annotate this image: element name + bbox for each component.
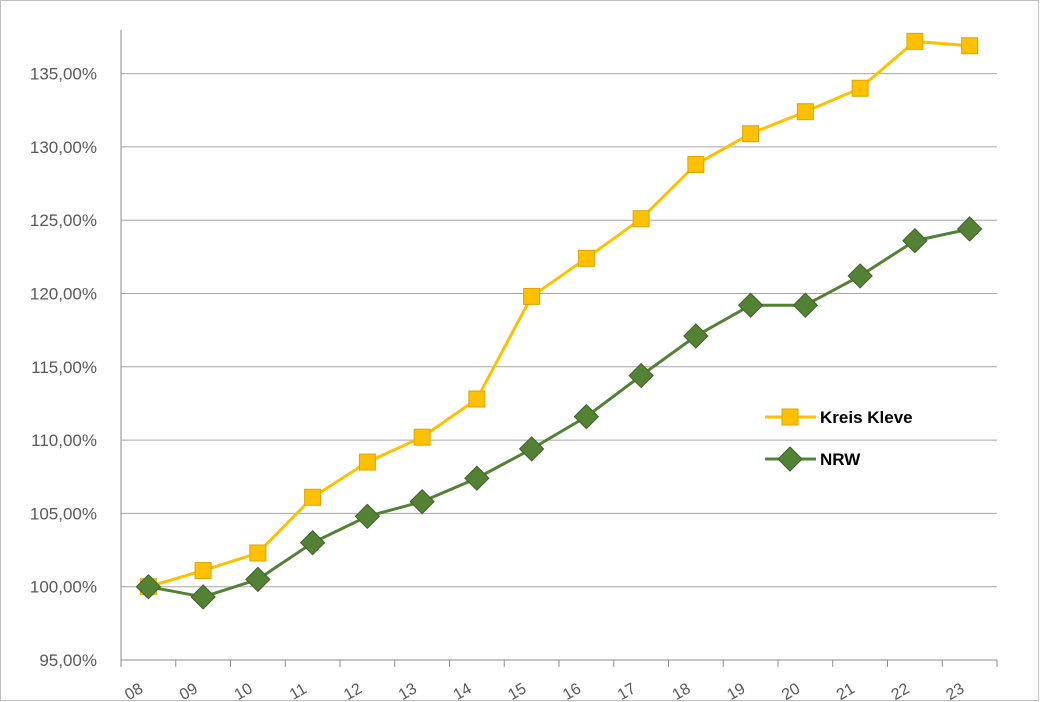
x-tick-label: 23 <box>943 680 967 702</box>
data-point <box>190 584 216 610</box>
series-nrw <box>135 216 983 610</box>
y-tick-label: 135,00% <box>30 65 97 84</box>
gridlines <box>121 73 997 588</box>
y-tick-label: 105,00% <box>30 504 97 523</box>
y-tick-label: 110,00% <box>31 431 97 450</box>
x-tick-label: 18 <box>670 680 694 702</box>
data-point <box>902 228 928 254</box>
y-tick-label: 130,00% <box>30 138 97 157</box>
x-tick-label: 21 <box>834 680 858 702</box>
data-point <box>737 292 764 318</box>
data-point <box>518 436 545 462</box>
data-point <box>409 488 435 515</box>
data-point <box>632 210 650 228</box>
data-point <box>961 37 979 55</box>
y-tick-label: 115,00% <box>31 358 97 377</box>
y-tick-label: 125,00% <box>30 211 97 230</box>
x-tick-label: 14 <box>451 680 475 702</box>
data-point <box>687 155 705 173</box>
legend-marker <box>781 408 799 426</box>
x-tick-label: 08 <box>122 680 146 702</box>
data-point <box>796 103 814 121</box>
x-tick-label: 11 <box>287 681 310 702</box>
data-point <box>628 362 654 389</box>
x-tick-label: 16 <box>560 680 584 702</box>
x-tick-label: 20 <box>779 680 803 702</box>
data-point <box>468 390 486 408</box>
data-point <box>577 249 595 267</box>
data-point <box>956 216 983 242</box>
data-point <box>304 488 322 506</box>
data-point <box>464 465 490 491</box>
x-tick-label: 22 <box>889 680 913 702</box>
x-axis-tick-labels: 08 09 10 11 12 13 14 15 16 17 18 19 20 21 22 23 <box>122 680 967 702</box>
data-point <box>135 573 162 600</box>
x-tick-label: 12 <box>341 680 365 702</box>
data-point <box>847 263 873 289</box>
x-tick-label: 13 <box>396 680 420 702</box>
series-line <box>147 39 970 589</box>
data-point <box>906 32 924 50</box>
data-point <box>851 79 869 97</box>
y-axis-tick-labels: 95,00% 100,00% 105,00% 110,00% 115,00% 120,00… <box>30 65 97 670</box>
data-point <box>299 530 326 556</box>
data-point <box>792 292 819 318</box>
axes <box>120 30 998 667</box>
data-point <box>358 453 376 471</box>
x-tick-label: 10 <box>232 680 256 702</box>
data-point <box>194 562 212 580</box>
data-point <box>573 403 600 430</box>
x-tick-label: 09 <box>177 680 201 702</box>
x-tick-label: 19 <box>724 680 748 702</box>
series-kreis-kleve <box>139 32 979 596</box>
y-tick-label: 100,00% <box>30 578 97 597</box>
data-point <box>354 503 381 530</box>
y-tick-label: 95,00% <box>39 651 97 670</box>
data-point <box>523 287 541 305</box>
legend-label: Kreis Kleve <box>820 408 913 427</box>
data-point <box>413 428 431 446</box>
x-tick-label: 15 <box>505 680 529 702</box>
data-point <box>245 566 271 593</box>
data-point <box>683 323 709 349</box>
legend-label: NRW <box>820 450 861 469</box>
series-line <box>148 227 970 599</box>
series-group <box>135 32 983 610</box>
y-tick-label: 120,00% <box>30 285 97 304</box>
legend-marker <box>777 446 803 472</box>
x-tick-label: 17 <box>615 680 639 702</box>
legend: Kreis Kleve NRW <box>765 408 913 472</box>
data-point <box>249 544 267 562</box>
data-point <box>742 125 760 143</box>
